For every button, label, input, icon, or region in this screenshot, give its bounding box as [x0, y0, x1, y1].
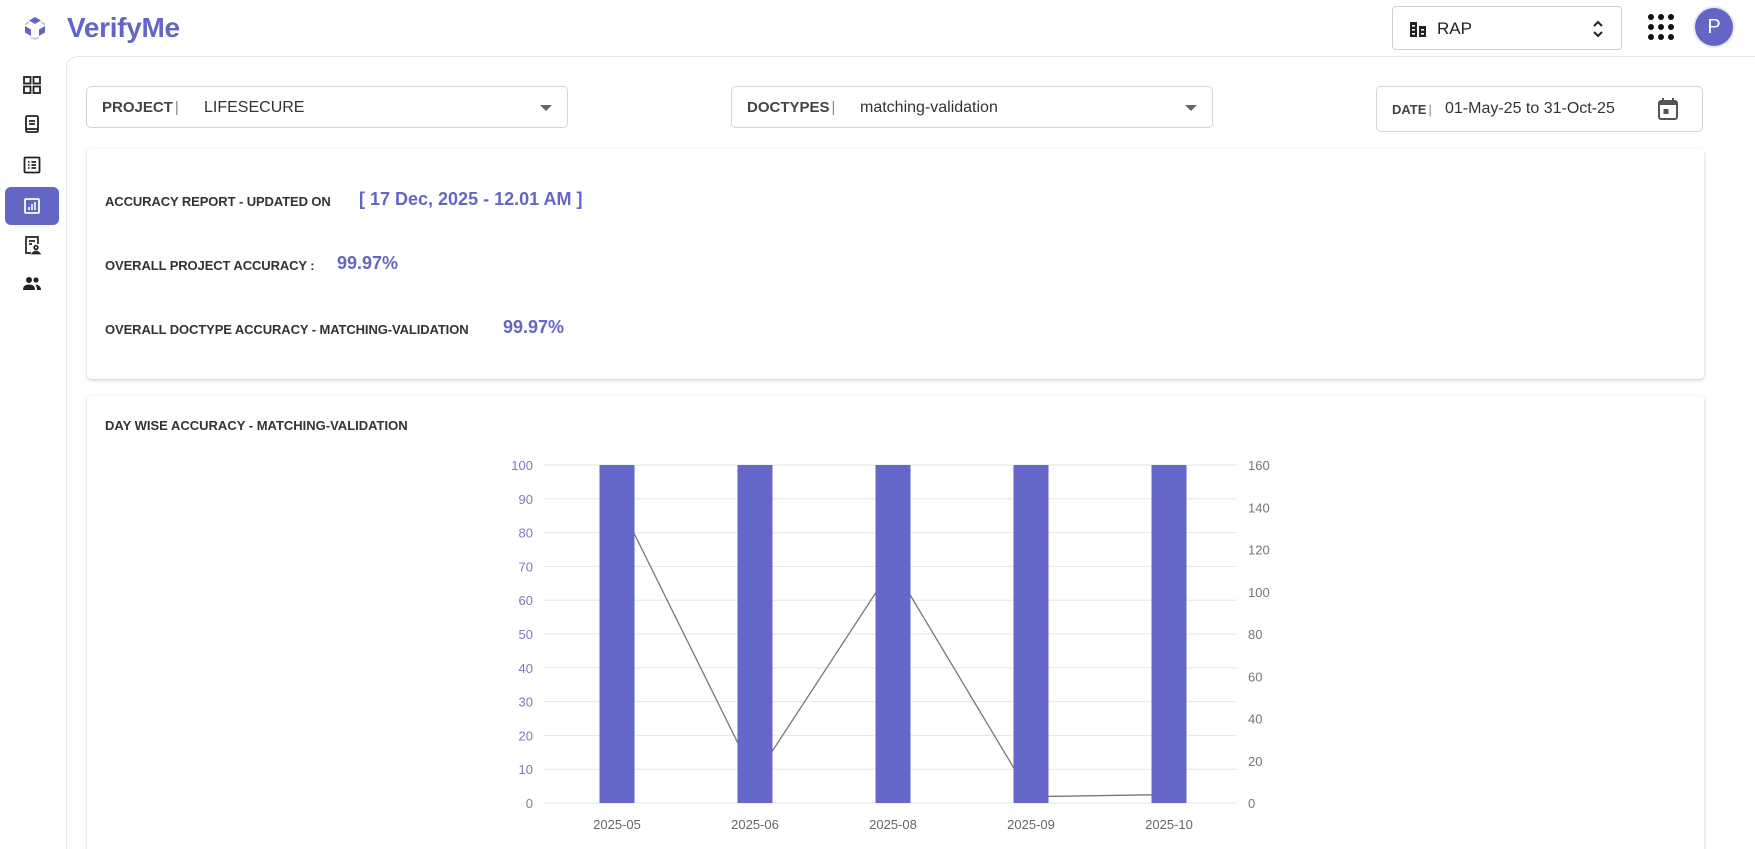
- project-label: PROJECT |: [102, 99, 179, 116]
- sidebar-item-reports[interactable]: [5, 187, 59, 225]
- right-axis-tick: 80: [1248, 627, 1262, 642]
- accuracy-bar[interactable]: [1151, 465, 1187, 803]
- x-axis-label: 2025-06: [731, 817, 779, 832]
- right-axis-tick: 20: [1248, 754, 1262, 769]
- right-axis-tick: 160: [1248, 458, 1270, 473]
- date-value: 01-May-25 to 31-Oct-25: [1445, 100, 1615, 117]
- x-axis-label: 2025-08: [869, 817, 917, 832]
- accuracy-summary-card: ACCURACY REPORT - UPDATED ON [ 17 Dec, 2…: [87, 149, 1704, 379]
- left-axis-tick: 60: [519, 593, 533, 608]
- day-wise-accuracy-chart: 0 10 20 30 40 50 60 70 80 90 100 0 20 40 60 80 100 120 140…: [511, 458, 1270, 832]
- right-axis-tick: 60: [1248, 669, 1262, 684]
- grid-icon: [23, 76, 41, 94]
- right-axis-tick: 0: [1248, 796, 1255, 811]
- left-axis-tick: 50: [519, 627, 533, 642]
- chevron-down-icon: [540, 105, 552, 111]
- project-select[interactable]: PROJECT | LIFESECURE: [86, 86, 568, 128]
- x-axis-label: 2025-10: [1145, 817, 1193, 832]
- left-axis-tick: 100: [511, 458, 533, 473]
- unfold-icon: [1593, 20, 1603, 38]
- right-axis-tick: 120: [1248, 543, 1270, 558]
- sidebar: [0, 56, 66, 849]
- doctypes-select[interactable]: DOCTYPES | matching-validation: [731, 86, 1213, 128]
- user-avatar[interactable]: P: [1695, 8, 1733, 46]
- date-label: DATE |: [1392, 102, 1432, 117]
- sidebar-item-list[interactable]: [5, 146, 59, 184]
- report-updated-label: ACCURACY REPORT - UPDATED ON: [105, 194, 331, 209]
- chart-title: DAY WISE ACCURACY - MATCHING-VALIDATION: [105, 418, 408, 433]
- left-axis-tick: 10: [519, 762, 533, 777]
- sidebar-item-documents[interactable]: [5, 105, 59, 143]
- accuracy-bar[interactable]: [737, 465, 773, 803]
- main-content: PROJECT | LIFESECURE DOCTYPES | matching-v…: [66, 56, 1755, 849]
- sidebar-item-dashboard[interactable]: [5, 66, 59, 104]
- sidebar-item-user-documents[interactable]: [5, 226, 59, 264]
- left-axis-tick: 80: [519, 526, 533, 541]
- report-updated-value: [ 17 Dec, 2025 - 12.01 AM ]: [359, 189, 583, 209]
- doctype-accuracy-value: 99.97%: [503, 317, 565, 337]
- project-accuracy-value: 99.97%: [337, 253, 399, 273]
- organization-value: RAP: [1437, 19, 1472, 38]
- cube-logo-icon: [24, 17, 46, 40]
- chevron-down-icon: [1185, 105, 1197, 111]
- left-axis-tick: 40: [519, 661, 533, 676]
- doctype-accuracy-label: OVERALL DOCTYPE ACCURACY - MATCHING-VALI…: [105, 322, 469, 337]
- user-document-icon: [25, 236, 42, 255]
- left-axis-tick: 20: [519, 728, 533, 743]
- doctypes-value: matching-validation: [860, 99, 998, 116]
- right-axis-tick: 100: [1248, 585, 1270, 600]
- apps-grid-icon[interactable]: [1648, 14, 1674, 40]
- building-icon: [1410, 22, 1426, 37]
- x-axis-label: 2025-05: [593, 817, 641, 832]
- project-value: LIFESECURE: [204, 99, 305, 116]
- calendar-icon[interactable]: [1657, 97, 1679, 121]
- right-axis-tick: 140: [1248, 500, 1270, 515]
- accuracy-bar[interactable]: [599, 465, 635, 803]
- accuracy-bar[interactable]: [1013, 465, 1049, 803]
- sidebar-item-users[interactable]: [5, 265, 59, 303]
- x-axis-label: 2025-09: [1007, 817, 1055, 832]
- left-axis-tick: 30: [519, 695, 533, 710]
- brand-name: VerifyMe: [67, 12, 180, 43]
- left-axis-tick: 70: [519, 559, 533, 574]
- project-accuracy-label: OVERALL PROJECT ACCURACY :: [105, 258, 315, 273]
- left-axis-tick: 0: [526, 796, 533, 811]
- organization-select[interactable]: RAP: [1392, 6, 1622, 50]
- list-icon: [23, 156, 41, 174]
- users-icon: [23, 277, 41, 290]
- day-wise-accuracy-card: DAY WISE ACCURACY - MATCHING-VALIDATION …: [87, 396, 1704, 849]
- bar-chart-icon: [24, 198, 40, 214]
- date-range-field[interactable]: DATE | 01-May-25 to 31-Oct-25: [1376, 86, 1703, 132]
- right-axis-tick: 40: [1248, 712, 1262, 727]
- top-bar: VerifyMe RAP P: [0, 0, 1755, 56]
- doctypes-label: DOCTYPES |: [747, 99, 836, 116]
- document-icon: [25, 115, 39, 133]
- left-axis-tick: 90: [519, 492, 533, 507]
- accuracy-bar[interactable]: [875, 465, 911, 803]
